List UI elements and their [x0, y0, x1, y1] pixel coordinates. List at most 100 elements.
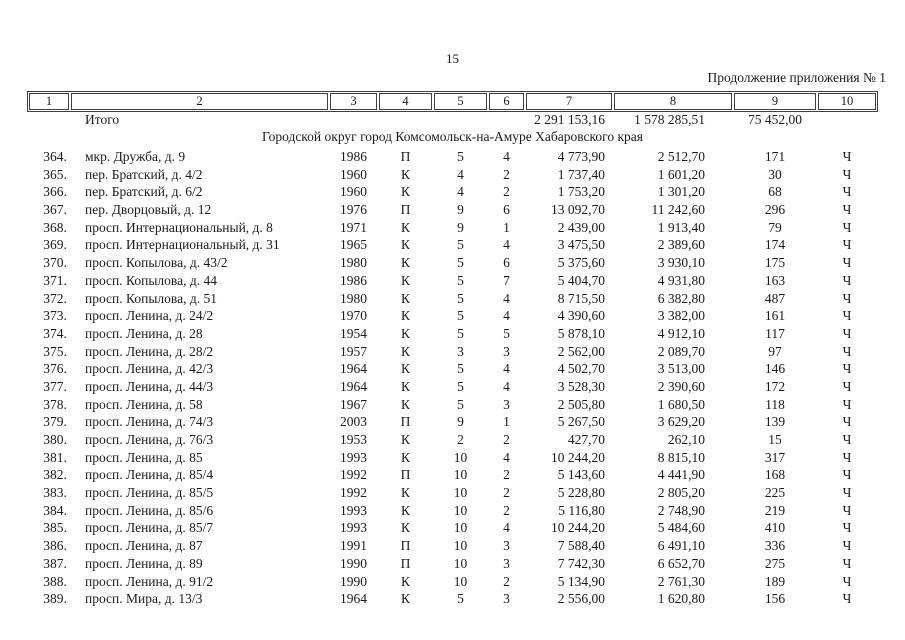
cell-col7: 5 878,10 [557, 325, 605, 341]
table-row: 376. просп. Ленина, д. 42/3 1964 К 5 4 4 502,7… [28, 360, 877, 378]
cell-entrances: 4 [503, 308, 510, 324]
cell-col9: 79 [768, 219, 782, 235]
totals-col8-value: 1 578 285,51 [634, 112, 705, 127]
cell-year: 1993 [340, 520, 367, 536]
cell-floors: 10 [453, 520, 468, 536]
cell-col9: 189 [764, 573, 786, 589]
table-row: 365. пер. Братский, д. 4/2 1960 К 4 2 1 737,40… [28, 166, 877, 184]
cell-type: К [400, 343, 410, 359]
cell-address: просп. Ленина, д. 24/2 [85, 308, 214, 324]
cell-num: 386. [43, 538, 67, 554]
cell-col7: 4 390,60 [557, 308, 605, 324]
section-title: Городской округ город Комсомольск-на-Аму… [261, 129, 644, 144]
cell-col10: Ч [842, 538, 852, 554]
cell-col7: 5 267,50 [557, 414, 605, 430]
cell-col10: Ч [842, 343, 852, 359]
header-col-3: 3 [330, 93, 377, 110]
cell-num: 379. [43, 414, 67, 430]
cell-entrances: 4 [503, 378, 510, 394]
cell-address: просп. Ленина, д. 28/2 [85, 343, 214, 359]
totals-empty-6 [488, 111, 525, 129]
cell-col8: 2 805,20 [657, 485, 705, 501]
cell-type: П [400, 414, 411, 430]
cell-col9: 97 [768, 343, 782, 359]
cell-floors: 5 [457, 325, 464, 341]
table-row: 373. просп. Ленина, д. 24/2 1970 К 5 4 4 390,6… [28, 307, 877, 325]
cell-address: просп. Копылова, д. 43/2 [85, 255, 228, 271]
cell-col10: Ч [842, 414, 852, 430]
header-col-9: 9 [734, 93, 816, 110]
cell-col8: 6 491,10 [657, 538, 705, 554]
table-body: 364. мкр. Дружба, д. 9 1986 П 5 4 4 773,90 2 51… [28, 148, 877, 608]
cell-col8: 1 301,20 [657, 184, 705, 200]
cell-col8: 2 390,60 [657, 378, 705, 394]
cell-address: просп. Ленина, д. 58 [85, 396, 203, 412]
cell-col10: Ч [842, 325, 852, 341]
cell-num: 375. [43, 343, 67, 359]
cell-col9: 219 [764, 502, 786, 518]
cell-entrances: 4 [503, 449, 510, 465]
cell-entrances: 4 [503, 149, 510, 164]
cell-address: просп. Ленина, д. 85/5 [85, 485, 214, 501]
table-row: 372. просп. Копылова, д. 51 1980 К 5 4 8 715,5… [28, 290, 877, 308]
cell-floors: 5 [457, 272, 464, 288]
header-col-5: 5 [434, 93, 487, 110]
cell-year: 2003 [340, 414, 367, 430]
cell-num: 382. [43, 467, 67, 483]
cell-type: К [400, 520, 410, 536]
cell-col7: 5 134,90 [557, 573, 605, 589]
cell-address: просп. Интернациональный, д. 31 [85, 237, 280, 253]
cell-floors: 5 [457, 591, 464, 607]
cell-type: К [400, 166, 410, 182]
cell-address: просп. Ленина, д. 28 [85, 325, 203, 341]
totals-empty-1 [28, 111, 70, 129]
cell-address: просп. Ленина, д. 42/3 [85, 361, 214, 377]
cell-num: 387. [43, 555, 67, 571]
cell-address: просп. Ленина, д. 85/4 [85, 467, 214, 483]
cell-col9: 175 [764, 255, 786, 271]
cell-type: К [400, 378, 410, 394]
cell-col8: 1 620,80 [657, 591, 705, 607]
cell-floors: 5 [457, 149, 464, 164]
cell-year: 1992 [340, 467, 367, 483]
table-row: 381. просп. Ленина, д. 85 1993 К 10 4 10 244,2… [28, 449, 877, 467]
cell-col8: 4 441,90 [657, 467, 705, 483]
cell-type: К [400, 255, 410, 271]
cell-year: 1964 [340, 378, 367, 394]
cell-year: 1970 [340, 308, 367, 324]
cell-address: просп. Копылова, д. 44 [85, 272, 217, 288]
cell-year: 1957 [340, 343, 367, 359]
cell-entrances: 3 [503, 555, 510, 571]
cell-col7: 427,70 [567, 432, 605, 447]
cell-floors: 10 [453, 449, 468, 465]
cell-floors: 10 [453, 538, 468, 554]
cell-col10: Ч [842, 449, 852, 465]
cell-col7: 3 528,30 [557, 378, 605, 394]
cell-type: К [400, 449, 410, 465]
column-header-row: 1 2 3 4 5 6 7 8 9 10 [27, 91, 878, 112]
cell-year: 1980 [340, 255, 367, 271]
cell-col7: 2 556,00 [557, 591, 605, 607]
cell-type: П [400, 538, 411, 554]
totals-col9-value: 75 452,00 [748, 112, 802, 127]
cell-col9: 118 [765, 396, 785, 412]
cell-col9: 117 [765, 325, 785, 341]
cell-col7: 5 143,60 [557, 467, 605, 483]
cell-floors: 2 [457, 432, 464, 447]
cell-col10: Ч [842, 290, 852, 306]
header-col-6: 6 [489, 93, 524, 110]
cell-col10: Ч [842, 255, 852, 271]
cell-type: К [400, 502, 410, 518]
cell-num: 385. [43, 520, 67, 536]
cell-address: просп. Мира, д. 13/3 [85, 591, 203, 607]
cell-col10: Ч [842, 591, 852, 607]
cell-floors: 3 [457, 343, 464, 359]
cell-address: пер. Братский, д. 4/2 [85, 166, 203, 182]
table-row: 382. просп. Ленина, д. 85/4 1992 П 10 2 5 143,… [28, 466, 877, 484]
cell-num: 378. [43, 396, 67, 412]
cell-col9: 171 [764, 149, 786, 164]
cell-num: 364. [43, 149, 67, 164]
header-col-2: 2 [71, 93, 328, 110]
cell-col9: 296 [764, 202, 786, 218]
cell-type: К [400, 237, 410, 253]
